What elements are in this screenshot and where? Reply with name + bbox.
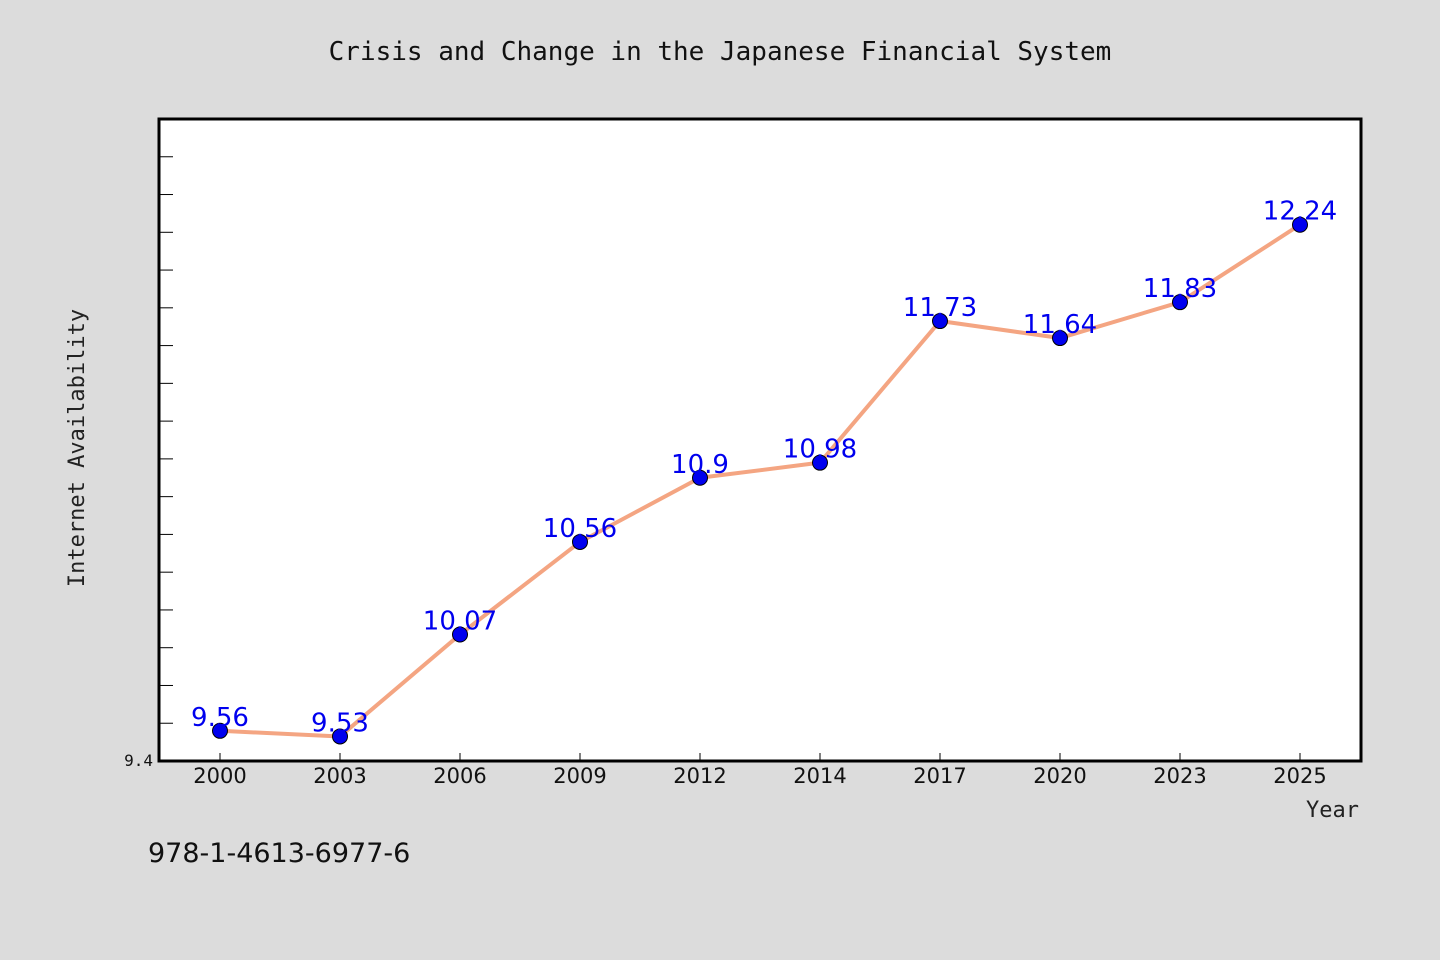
- x-tick-label: 2000: [193, 764, 246, 788]
- data-labels: 9.56 9.53 10.07 10.56 10.9 10.98 11.73 11.64 11.…: [191, 197, 1337, 739]
- data-point: [692, 469, 708, 486]
- x-tick-label: 2017: [913, 764, 966, 788]
- chart-title: Crisis and Change in the Japanese Financ…: [329, 37, 1112, 67]
- series-line: [219, 223, 1302, 739]
- plot-area: [157, 117, 1363, 763]
- data-label: 10.98: [783, 435, 857, 465]
- x-tick-label: 2020: [1033, 764, 1086, 788]
- data-point: [1172, 294, 1188, 311]
- y-axis-label: Internet Availability: [65, 309, 90, 587]
- x-tick-label: 2023: [1153, 764, 1206, 788]
- series-markers: [212, 216, 1308, 745]
- x-tick-label: 2006: [433, 764, 486, 788]
- data-label: 9.53: [311, 708, 369, 738]
- data-label: 12.24: [1263, 197, 1337, 227]
- data-label: 10.56: [543, 514, 617, 544]
- data-label: 10.9: [671, 450, 729, 480]
- data-label: 11.73: [903, 293, 977, 323]
- x-axis-label: Year: [1306, 798, 1359, 823]
- x-tick-label: 2014: [793, 764, 846, 788]
- data-point: [452, 626, 468, 643]
- data-label: 10.07: [423, 606, 497, 636]
- data-point: [572, 533, 588, 550]
- x-tick-label: 2025: [1273, 764, 1326, 788]
- data-label: 11.64: [1023, 310, 1097, 340]
- data-point: [1292, 216, 1308, 233]
- data-point: [1052, 330, 1068, 347]
- data-label: 11.83: [1143, 274, 1217, 304]
- y-axis-ticks: 9.4: [124, 751, 153, 770]
- x-tick-label: 2012: [673, 764, 726, 788]
- data-point: [812, 454, 828, 471]
- x-axis-ticks: 2000 2003 2006 2009 2012 2014 2017 2020 2023 2025: [193, 753, 1327, 788]
- data-label: 9.56: [191, 703, 249, 733]
- x-tick-label: 2009: [553, 764, 606, 788]
- y-axis-minor-ticks: [159, 156, 173, 724]
- data-point: [212, 722, 228, 739]
- data-point: [332, 728, 348, 745]
- y-tick-label: 9.4: [124, 751, 153, 770]
- isbn-footer: 978-1-4613-6977-6: [148, 838, 410, 869]
- x-tick-label: 2003: [313, 764, 366, 788]
- data-point: [932, 313, 948, 330]
